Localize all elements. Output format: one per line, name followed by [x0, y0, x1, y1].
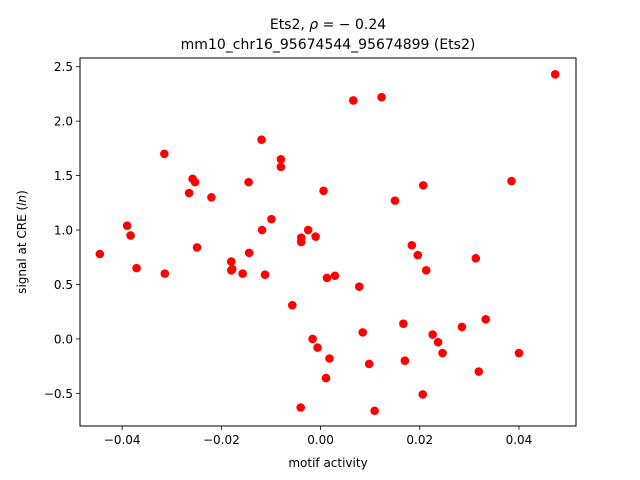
data-point-44	[400, 356, 410, 365]
data-point-48	[418, 181, 428, 190]
data-point-5	[160, 269, 170, 278]
data-point-33	[322, 273, 332, 283]
y-tick-label: 1.5	[54, 169, 73, 183]
y-tick-label: 2.0	[54, 115, 73, 129]
data-point-34	[325, 354, 334, 363]
data-point-9	[192, 243, 202, 252]
chart-title-line1: Ets2, ρ = − 0.24	[270, 17, 386, 33]
data-point-54	[471, 254, 481, 263]
x-tick-label: 0.02	[406, 433, 433, 447]
data-point-23	[287, 300, 297, 310]
data-point-51	[433, 337, 443, 347]
data-point-36	[349, 96, 358, 105]
data-point-3	[132, 263, 141, 273]
data-point-15	[244, 177, 253, 187]
data-point-24	[296, 403, 306, 412]
x-tick-label: 0.00	[307, 433, 334, 447]
data-point-26	[296, 237, 306, 247]
x-tick-label: −0.02	[203, 433, 240, 447]
y-tick-label: 0.5	[54, 278, 73, 292]
data-point-6	[184, 188, 194, 198]
x-axis-label: motif activity	[288, 456, 367, 470]
data-point-56	[481, 315, 491, 324]
plot-area-frame	[79, 57, 577, 427]
data-point-17	[257, 135, 266, 144]
y-axis-ticks: −0.5 0.0 0.5 1.0 1.5 2.0 2.5	[44, 60, 80, 401]
data-point-42	[390, 196, 400, 205]
data-point-47	[418, 390, 428, 399]
chart-title-line2: mm10_chr16_95674544_95674899 (Ets2)	[181, 37, 476, 53]
data-point-40	[370, 406, 379, 416]
data-point-50	[428, 330, 437, 339]
data-point-45	[407, 240, 417, 250]
data-point-8	[190, 177, 200, 187]
data-point-19	[260, 270, 270, 279]
y-tick-label: 2.5	[54, 60, 73, 74]
data-point-0	[95, 249, 105, 259]
data-point-1	[122, 221, 132, 230]
data-point-29	[311, 232, 320, 241]
data-point-53	[457, 322, 467, 332]
data-point-27	[303, 225, 313, 235]
data-point-57	[507, 176, 516, 186]
data-point-28	[308, 334, 317, 344]
data-point-2	[126, 231, 135, 240]
y-tick-label: 0.0	[54, 332, 73, 346]
data-point-22	[276, 162, 286, 172]
data-point-43	[399, 319, 408, 328]
y-tick-label: 1.0	[54, 224, 73, 238]
data-point-39	[364, 359, 374, 369]
x-tick-label: −0.04	[104, 433, 141, 447]
data-point-20	[267, 214, 276, 224]
data-point-41	[377, 92, 386, 102]
data-point-52	[438, 348, 447, 358]
data-point-13	[227, 264, 237, 274]
data-point-55	[474, 367, 484, 376]
data-point-30	[313, 343, 322, 352]
data-point-16	[244, 248, 254, 258]
data-point-58	[514, 348, 524, 358]
data-point-11	[226, 257, 236, 266]
data-point-21	[276, 154, 286, 164]
data-point-10	[207, 193, 216, 202]
data-point-31	[319, 186, 328, 196]
y-tick-label: −0.5	[44, 387, 73, 401]
data-point-32	[321, 373, 331, 383]
x-axis-ticks: −0.04 −0.02 0.00 0.02 0.04	[104, 426, 533, 447]
data-point-37	[354, 282, 364, 291]
data-point-38	[358, 328, 368, 337]
data-point-14	[238, 269, 247, 278]
data-point-4	[160, 149, 169, 159]
data-points	[95, 70, 560, 416]
data-point-49	[421, 266, 431, 275]
data-point-59	[550, 70, 560, 79]
data-point-46	[413, 250, 423, 260]
data-point-18	[257, 225, 267, 235]
data-point-35	[330, 271, 340, 281]
x-tick-label: 0.04	[506, 433, 533, 447]
y-axis-label: signal at CRE (ln)	[15, 190, 29, 294]
